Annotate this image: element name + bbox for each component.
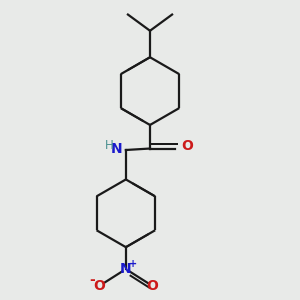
Text: -: - [90,273,95,286]
Text: N: N [120,262,132,276]
Text: O: O [146,279,158,293]
Text: O: O [182,140,194,154]
Text: H: H [105,139,113,152]
Text: +: + [129,259,137,269]
Text: N: N [110,142,122,156]
Text: O: O [93,279,105,293]
